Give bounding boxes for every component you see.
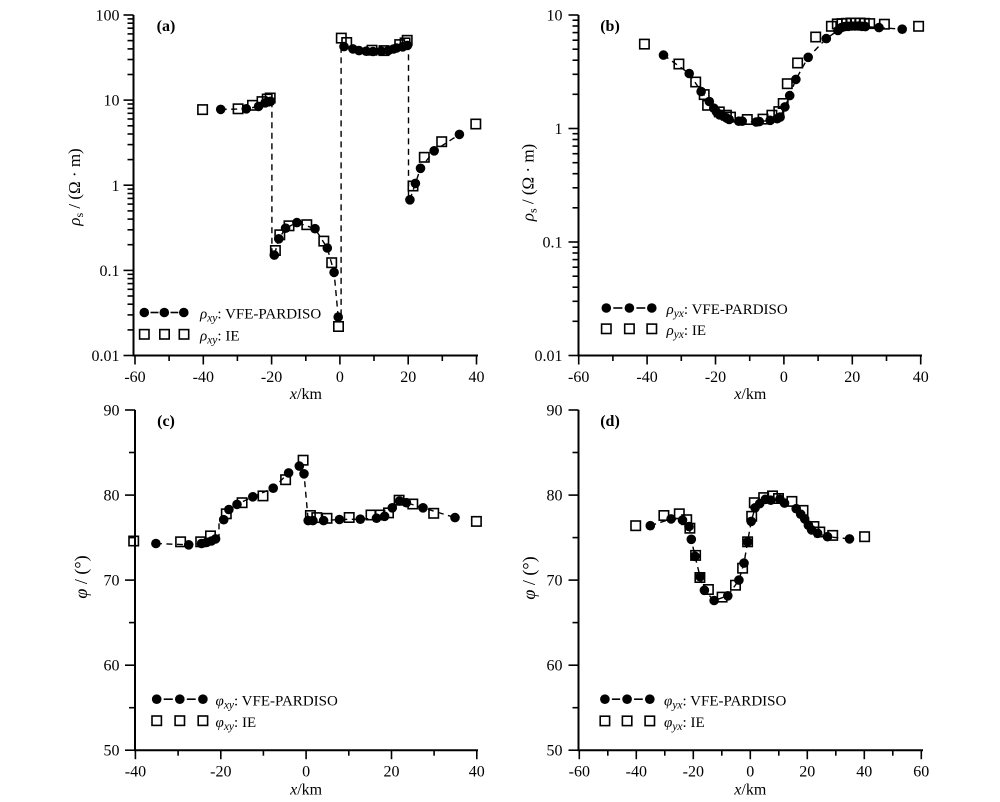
svg-text:60: 60 (547, 658, 563, 675)
svg-text:0.1: 0.1 (100, 263, 120, 280)
svg-text:1: 1 (555, 121, 563, 138)
svg-text:60: 60 (913, 764, 929, 781)
svg-text:20: 20 (400, 369, 416, 386)
svg-text:(b): (b) (600, 18, 620, 35)
svg-text:-40: -40 (193, 369, 214, 386)
svg-text:-60: -60 (569, 764, 590, 781)
svg-text:ρxy: IE: ρxy: IE (199, 329, 240, 347)
svg-text:-60: -60 (124, 369, 145, 386)
svg-text:-40: -40 (125, 764, 146, 781)
svg-text:-20: -20 (683, 764, 704, 781)
svg-text:φxy: IE: φxy: IE (216, 715, 257, 733)
svg-text:1: 1 (112, 178, 120, 195)
svg-text:(a): (a) (157, 18, 176, 35)
svg-text:ρyx: IE: ρyx: IE (666, 323, 707, 341)
svg-text:80: 80 (104, 488, 120, 505)
svg-text:70: 70 (547, 573, 563, 590)
svg-text:40: 40 (856, 764, 872, 781)
svg-text:-20: -20 (210, 764, 231, 781)
svg-text:20: 20 (799, 764, 815, 781)
svg-text:40: 40 (469, 369, 485, 386)
svg-text:0: 0 (336, 369, 344, 386)
svg-text:60: 60 (104, 658, 120, 675)
svg-text:x/km: x/km (289, 782, 323, 798)
svg-text:x/km: x/km (733, 782, 767, 798)
svg-text:10: 10 (104, 93, 120, 110)
svg-text:10: 10 (547, 8, 563, 25)
svg-text:φ / (°): φ / (°) (71, 555, 92, 598)
svg-text:(c): (c) (157, 413, 175, 430)
svg-text:50: 50 (547, 743, 563, 760)
svg-text:-20: -20 (705, 369, 726, 386)
svg-text:0.01: 0.01 (535, 348, 563, 365)
svg-text:80: 80 (547, 488, 563, 505)
svg-text:0.01: 0.01 (92, 348, 120, 365)
svg-text:-60: -60 (568, 369, 589, 386)
svg-text:φyx: IE: φyx: IE (664, 715, 705, 733)
svg-text:0: 0 (780, 369, 788, 386)
svg-text:φyx: VFE-PARDISO: φyx: VFE-PARDISO (664, 693, 786, 711)
svg-text:x/km: x/km (289, 386, 323, 403)
svg-text:-40: -40 (636, 369, 657, 386)
svg-text:ρs / (Ω · m): ρs / (Ω · m) (519, 144, 540, 222)
svg-text:50: 50 (104, 743, 120, 760)
svg-text:90: 90 (547, 403, 563, 420)
svg-text:20: 20 (844, 369, 860, 386)
svg-text:40: 40 (913, 369, 929, 386)
svg-text:0: 0 (746, 764, 754, 781)
svg-text:-20: -20 (261, 369, 282, 386)
svg-text:φxy: VFE-PARDISO: φxy: VFE-PARDISO (216, 693, 338, 711)
svg-text:100: 100 (96, 8, 120, 25)
svg-text:-40: -40 (626, 764, 647, 781)
svg-text:70: 70 (104, 573, 120, 590)
svg-text:x/km: x/km (733, 386, 767, 403)
svg-text:0.1: 0.1 (543, 235, 563, 252)
svg-text:20: 20 (384, 764, 400, 781)
svg-text:0: 0 (302, 764, 310, 781)
svg-text:ρs / (Ω · m): ρs / (Ω · m) (65, 148, 86, 226)
svg-text:90: 90 (104, 403, 120, 420)
svg-text:(d): (d) (600, 413, 620, 430)
svg-text:40: 40 (469, 764, 485, 781)
svg-text:ρyx: VFE-PARDISO: ρyx: VFE-PARDISO (666, 302, 788, 320)
svg-text:φ / (°): φ / (°) (519, 556, 540, 599)
svg-text:ρxy: VFE-PARDISO: ρxy: VFE-PARDISO (199, 307, 321, 325)
